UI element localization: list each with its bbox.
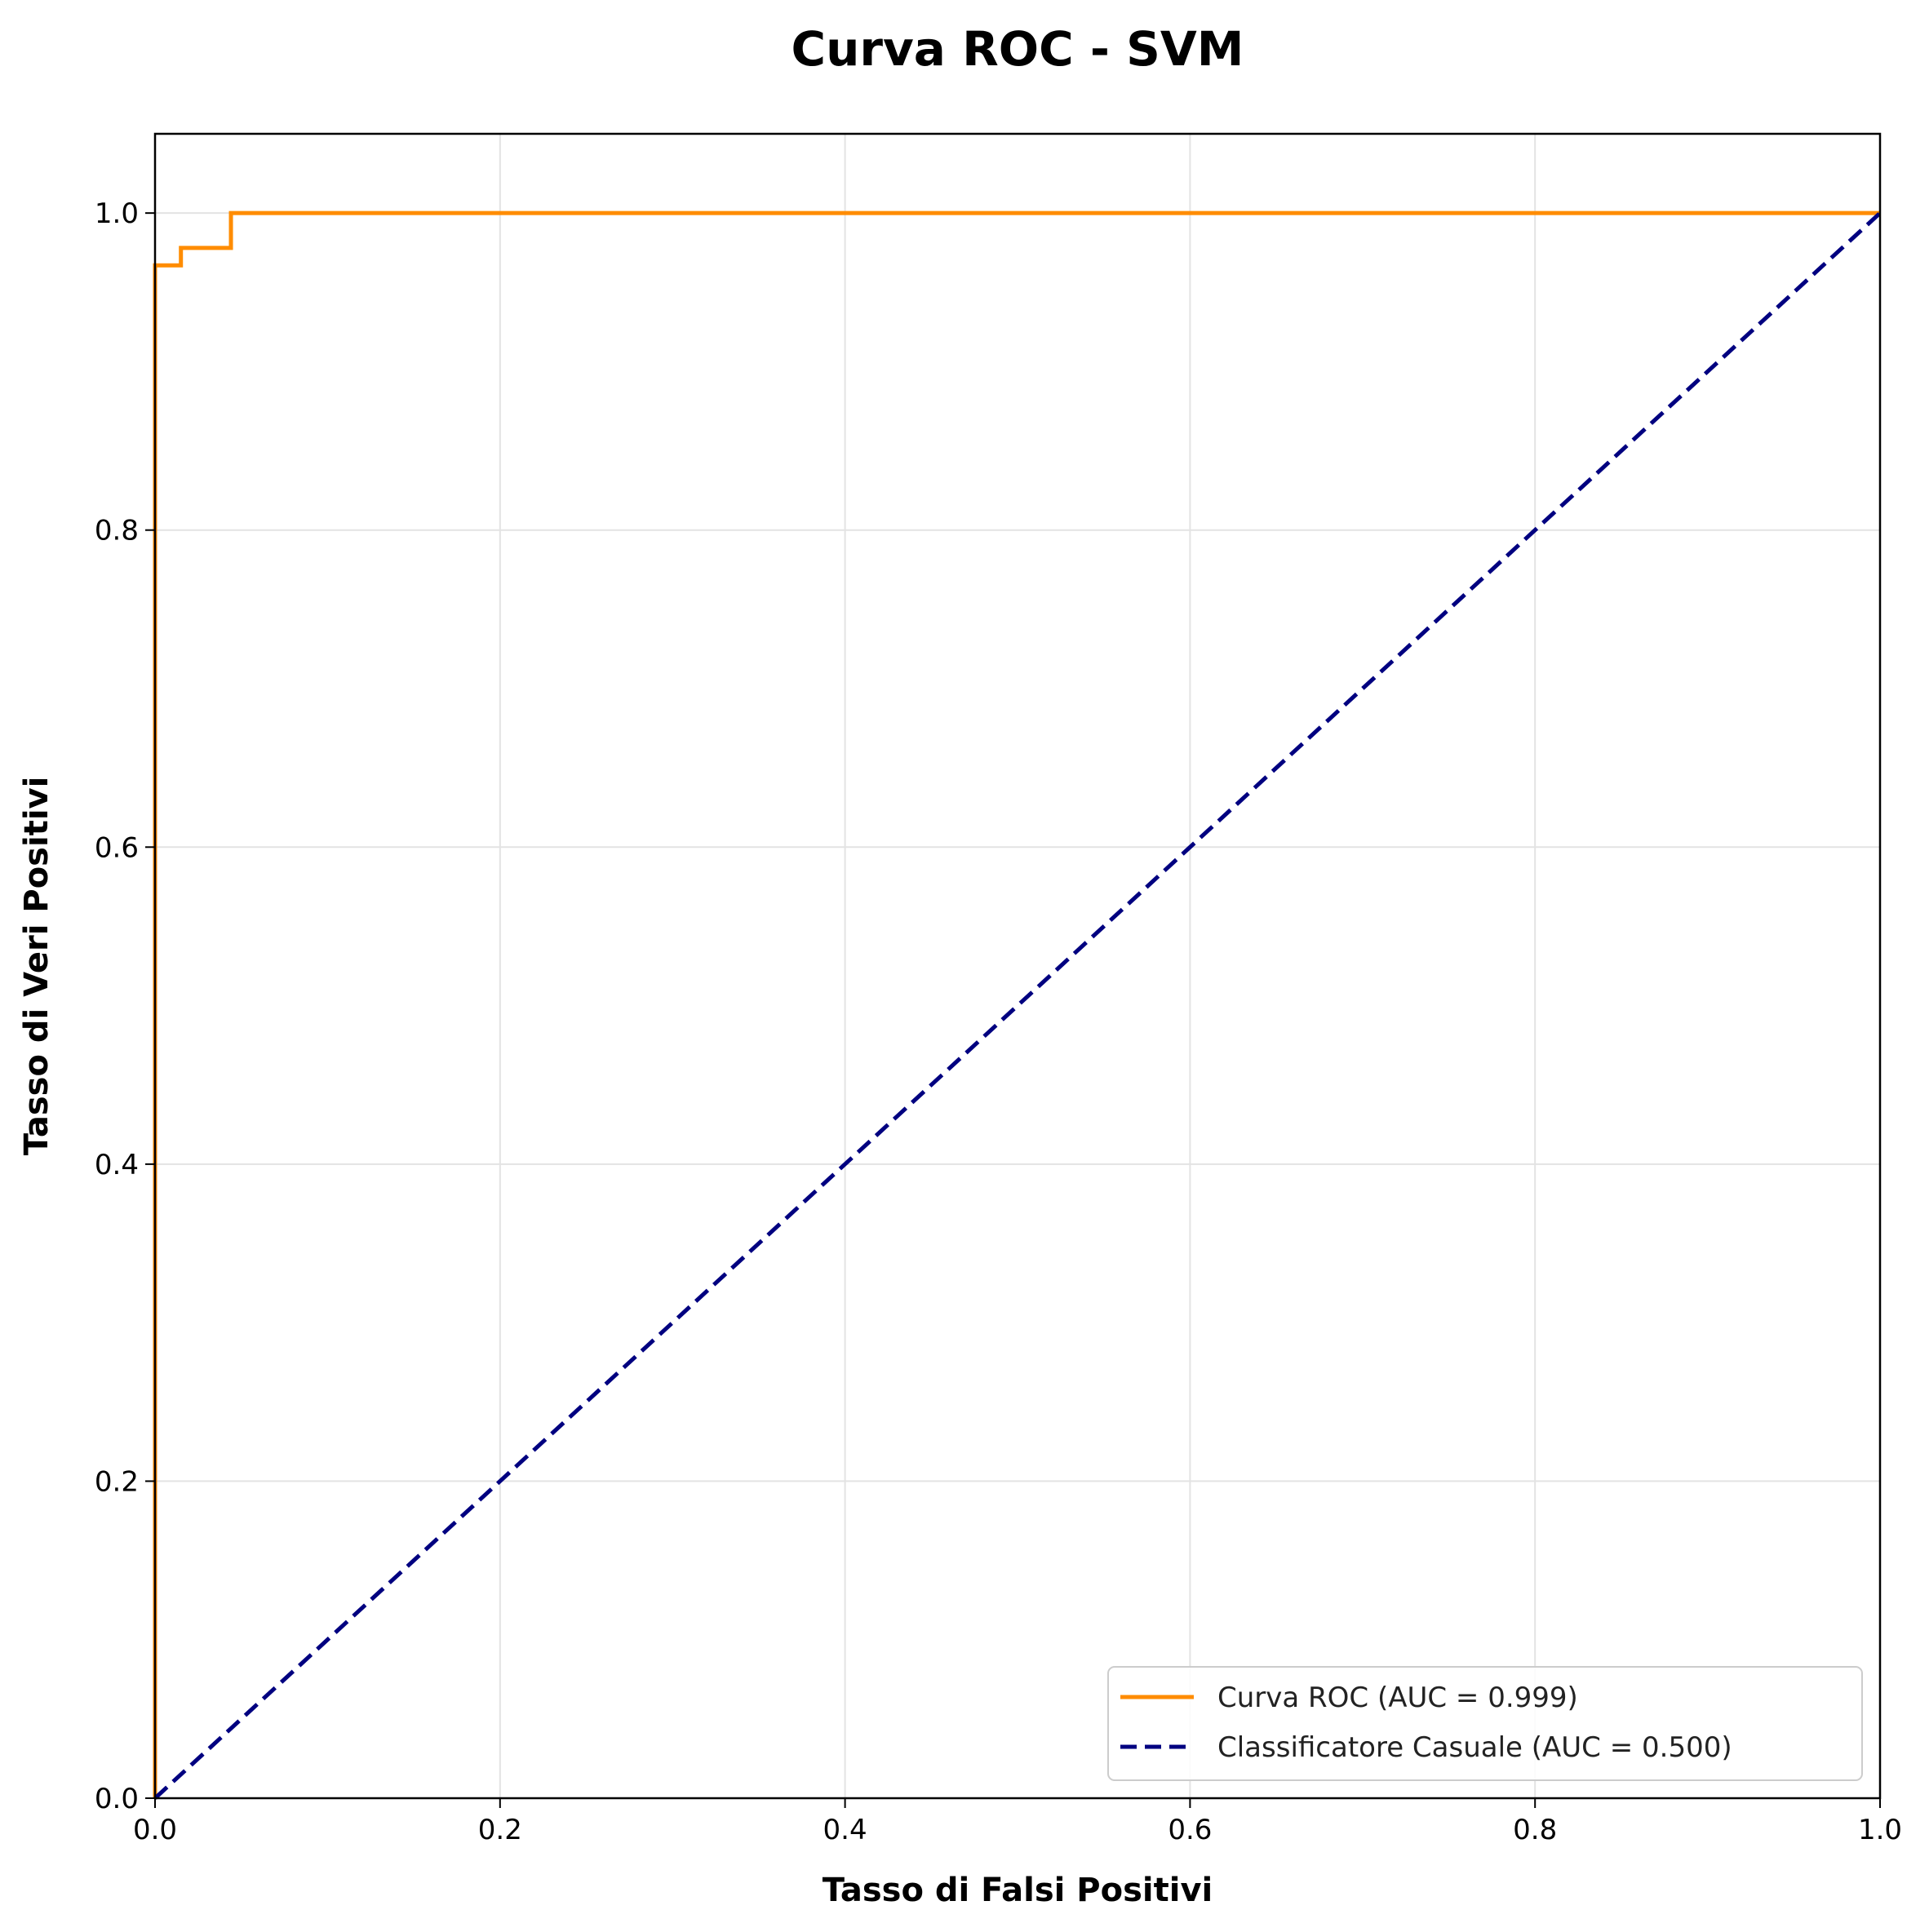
legend: Curva ROC (AUC = 0.999) Classificatore C… <box>1107 1666 1863 1781</box>
x-tick-label: 0.0 <box>133 1814 177 1846</box>
legend-box <box>1107 1666 1863 1781</box>
y-tick-label: 0.8 <box>95 515 139 547</box>
x-tick-label: 0.2 <box>478 1814 522 1846</box>
legend-label-random-classifier: Classificatore Casuale (AUC = 0.500) <box>1217 1731 1732 1764</box>
x-axis-ticks: 0.0 0.2 0.4 0.6 0.8 1.0 <box>133 1798 1902 1846</box>
x-tick-label: 0.4 <box>823 1814 867 1846</box>
legend-label-roc-curve: Curva ROC (AUC = 0.999) <box>1217 1682 1578 1714</box>
plot-frame <box>153 132 1882 1800</box>
y-tick-label: 1.0 <box>95 197 139 230</box>
y-tick-label: 0.4 <box>95 1149 139 1181</box>
x-tick-label: 1.0 <box>1858 1814 1902 1846</box>
chart-title: Curva ROC - SVM <box>792 21 1244 77</box>
x-tick-label: 0.8 <box>1513 1814 1557 1846</box>
x-axis-title: Tasso di Falsi Positivi <box>823 1872 1213 1909</box>
y-tick-label: 0.2 <box>95 1465 139 1498</box>
y-axis-title: Tasso di Veri Positivi <box>18 777 55 1156</box>
x-tick-label: 0.6 <box>1168 1814 1212 1846</box>
y-tick-label: 0.0 <box>95 1783 139 1815</box>
y-axis-ticks: 0.0 0.2 0.4 0.6 0.8 1.0 <box>95 197 155 1815</box>
y-tick-label: 0.6 <box>95 831 139 864</box>
